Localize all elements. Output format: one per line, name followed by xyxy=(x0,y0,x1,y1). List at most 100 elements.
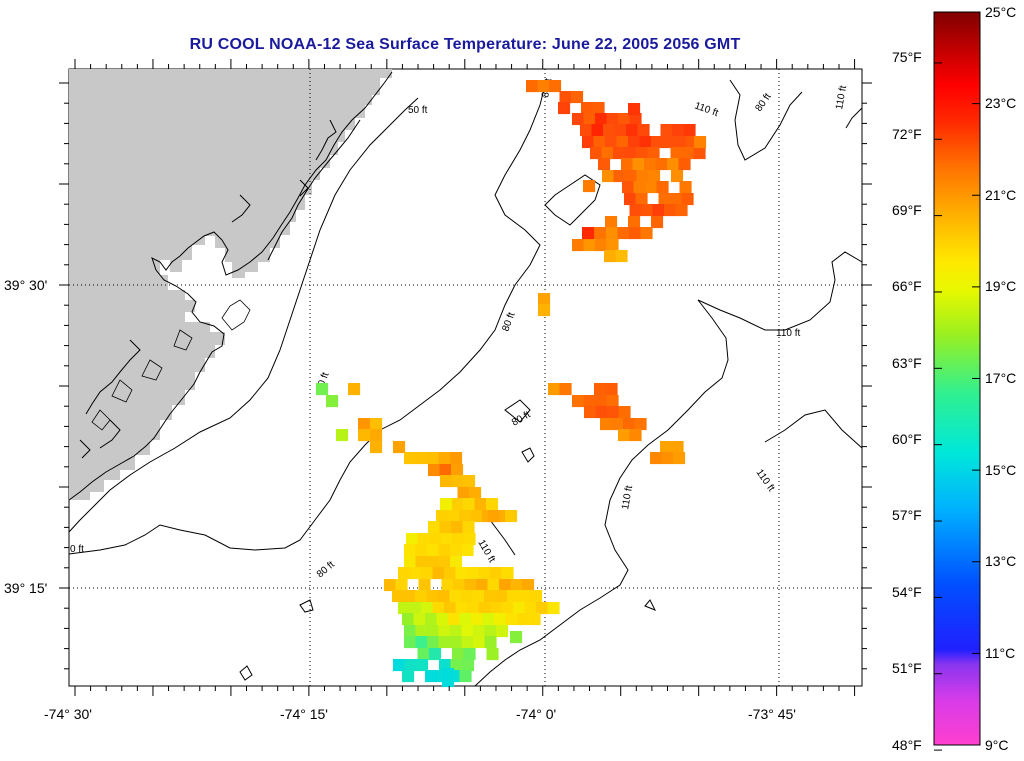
sst-pixel xyxy=(415,544,428,557)
sst-pixel xyxy=(459,613,472,626)
sst-pixel xyxy=(428,464,441,477)
sst-pixel xyxy=(416,659,429,672)
sst-pixel xyxy=(647,147,660,160)
sst-pixel xyxy=(463,533,476,546)
sst-pixel xyxy=(605,383,618,396)
sst-pixel xyxy=(582,136,595,149)
sst-pixel xyxy=(583,113,596,126)
sst-pixel xyxy=(440,533,453,546)
sst-pixel xyxy=(429,533,442,546)
sst-pixel xyxy=(461,625,474,638)
sst-pixel xyxy=(398,567,411,580)
sst-pixel xyxy=(658,193,671,206)
sst-pixel xyxy=(611,418,624,431)
sst-pixel xyxy=(607,406,620,419)
sst-pixel xyxy=(463,648,476,661)
sst-pixel xyxy=(571,91,584,104)
sst-pixel xyxy=(595,239,608,252)
sst-pixel xyxy=(336,429,349,442)
sst-pixel xyxy=(671,441,684,454)
sst-pixel xyxy=(438,452,451,465)
sst-pixel xyxy=(427,556,440,569)
sst-pixel xyxy=(548,383,561,396)
sst-pixel xyxy=(470,510,483,523)
sst-pixel xyxy=(404,636,417,649)
sst-pixel xyxy=(694,136,707,149)
sst-pixel xyxy=(679,181,692,194)
sst-pixel xyxy=(472,590,485,603)
contour-label: 110 ft xyxy=(620,484,635,510)
sst-pixel xyxy=(621,158,634,171)
sst-pixel xyxy=(487,579,500,592)
colorbar-f-label: 63°F xyxy=(892,355,922,371)
sst-pixel xyxy=(395,579,408,592)
sst-pixel xyxy=(451,475,464,488)
sst-pixel xyxy=(484,625,497,638)
sst-pixel xyxy=(402,670,415,683)
sst-pixel xyxy=(499,579,512,592)
sst-pixel xyxy=(662,136,675,149)
sst-pixel xyxy=(629,227,642,240)
sst-pixel xyxy=(595,395,608,408)
colorbar-c-label: 13°C xyxy=(985,553,1017,569)
sst-pixel xyxy=(384,579,397,592)
sst-pixel xyxy=(593,136,606,149)
sst-pixel xyxy=(538,304,551,317)
colorbar-c-label: 17°C xyxy=(985,370,1017,386)
sst-pixel xyxy=(476,579,489,592)
sst-pixel xyxy=(617,227,630,240)
contour-label: 110 ft xyxy=(776,328,800,339)
map-panel: 50 ft 50 ft 80 ft 80 ft 80 ft 80 ft 80 f… xyxy=(68,68,863,688)
sst-pixel xyxy=(442,668,455,681)
sst-pixel xyxy=(409,602,422,615)
colorbar-c-label: 9°C xyxy=(985,737,1009,753)
sst-pixel xyxy=(510,631,523,644)
sst-pixel xyxy=(538,293,551,306)
colorbar-c-label: 15°C xyxy=(985,462,1017,478)
contour-label: 0 ft xyxy=(70,544,84,555)
sst-pixel xyxy=(436,510,449,523)
sst-pixel xyxy=(584,406,597,419)
sst-pixel xyxy=(530,590,543,603)
sst-pixel xyxy=(641,204,654,217)
sst-pixel xyxy=(459,510,472,523)
sst-pixel xyxy=(595,406,608,419)
contour-label: 110 ft xyxy=(834,84,849,110)
coastline xyxy=(68,71,393,501)
sst-pixel xyxy=(624,147,637,160)
sst-pixel xyxy=(415,625,428,638)
sst-pixel xyxy=(603,124,616,137)
sst-pixel xyxy=(637,124,650,137)
sst-pixel xyxy=(536,602,549,615)
sst-pixel xyxy=(425,613,438,626)
sst-pixel xyxy=(450,544,463,557)
sst-pixel xyxy=(444,567,457,580)
sst-pixel xyxy=(507,590,520,603)
colorbar-c-label: 19°C xyxy=(985,278,1017,294)
sst-pixel xyxy=(409,567,422,580)
x-tick-label: -73° 45' xyxy=(748,706,796,722)
sst-pixel xyxy=(438,556,451,569)
sst-pixel xyxy=(404,452,417,465)
sst-pixel xyxy=(595,113,608,126)
sst-pixel xyxy=(601,147,614,160)
sst-pixel xyxy=(488,510,501,523)
sst-pixel xyxy=(606,113,619,126)
sst-pixel xyxy=(438,625,451,638)
sst-pixel xyxy=(628,103,641,116)
sst-pixel xyxy=(370,429,383,442)
sst-pixel xyxy=(426,590,439,603)
sst-pixel xyxy=(461,590,474,603)
sst-pixel xyxy=(417,648,430,661)
sst-pixel xyxy=(474,498,487,511)
sst-pixel xyxy=(404,625,417,638)
sst-pixel xyxy=(613,147,626,160)
sst-pixel xyxy=(591,124,604,137)
sst-pixel xyxy=(427,625,440,638)
sst-pixel xyxy=(450,452,463,465)
sst-pixel xyxy=(518,590,531,603)
sst-pixel xyxy=(427,452,440,465)
sst-pixel xyxy=(635,193,648,206)
x-tick-label: -74° 15' xyxy=(280,706,328,722)
sst-pixel xyxy=(457,487,470,500)
